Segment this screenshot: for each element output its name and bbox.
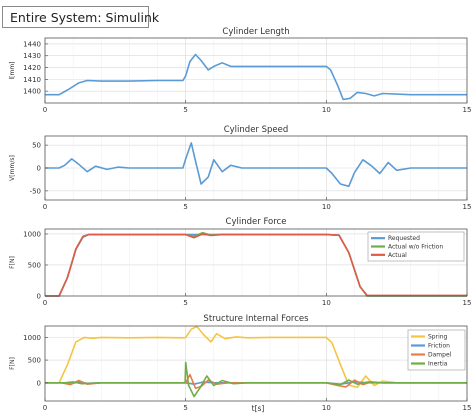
y-tick-label: 1000 xyxy=(23,334,41,342)
legend-label: Inertia xyxy=(428,361,448,368)
y-tick-label: 500 xyxy=(28,357,41,365)
chart-header: Entire System: Simulink xyxy=(2,6,159,28)
series-line-1 xyxy=(45,142,467,188)
y-tick-label: 0 xyxy=(37,293,41,301)
x-tick-label: 5 xyxy=(183,106,187,114)
series-line-1 xyxy=(45,53,467,101)
y-axis-label: F[N] xyxy=(9,256,16,269)
x-tick-label: 15 xyxy=(463,106,472,114)
x-tick-label: 0 xyxy=(43,404,47,412)
plot-area xyxy=(45,326,467,401)
legend-label: Actual xyxy=(388,252,407,259)
y-tick-label: 1420 xyxy=(23,64,41,72)
series-line-actual xyxy=(45,233,467,297)
x-tick-label: 15 xyxy=(463,299,472,307)
header-title: Entire System: Simulink xyxy=(10,10,160,25)
y-tick-label: 1440 xyxy=(23,40,41,48)
y-tick-label: 1430 xyxy=(23,52,41,60)
y-axis-label: F[N] xyxy=(9,357,16,370)
legend-label: Actual w/o Friction xyxy=(388,244,443,251)
y-tick-label: 1400 xyxy=(23,88,41,96)
y-axis-label: l[mm] xyxy=(9,61,16,79)
x-tick-label: 0 xyxy=(43,299,47,307)
x-tick-label: 15 xyxy=(463,404,472,412)
y-tick-label: 1410 xyxy=(23,76,41,84)
y-tick-label: 1000 xyxy=(23,230,41,238)
legend-label: Dampel xyxy=(428,352,452,359)
plot-area xyxy=(45,38,467,103)
legend-label: Spring xyxy=(428,334,448,341)
x-tick-label: 10 xyxy=(322,203,331,211)
x-tick-label: 10 xyxy=(322,106,331,114)
y-tick-label: 500 xyxy=(28,261,41,269)
y-tick-label: -50 xyxy=(30,187,41,195)
axes-frame xyxy=(44,37,468,104)
y-tick-label: 0 xyxy=(37,165,41,173)
x-tick-label: 5 xyxy=(183,404,187,412)
y-tick-label: 50 xyxy=(32,142,41,150)
chart-title: Cylinder Force xyxy=(226,217,287,227)
y-axis-label: V[mm/s] xyxy=(9,155,16,181)
legend-label: Requested xyxy=(388,235,420,242)
x-tick-label: 15 xyxy=(463,203,472,211)
chart-panel-4: Structure Internal Forces 0 500 1000 0 5 10 15 F… xyxy=(9,314,471,413)
x-tick-label: 0 xyxy=(43,203,47,211)
x-tick-label: 0 xyxy=(43,106,47,114)
series-line-inertia xyxy=(45,361,467,398)
legend: Spring Friction Dampel Inertia xyxy=(407,329,466,371)
chart-panel-3: Cylinder Force 0 500 1000 0 5 10 15 F[N] Requeste… xyxy=(9,217,471,307)
x-tick-label: 10 xyxy=(322,299,331,307)
chart-title: Cylinder Speed xyxy=(224,125,289,135)
x-tick-label: 5 xyxy=(183,203,187,211)
chart-panel-1: Cylinder Length 1400 1410 1420 1430 1440 0 5 10 1… xyxy=(9,27,471,114)
x-tick-label: 10 xyxy=(322,404,331,412)
chart-title: Cylinder Length xyxy=(222,27,289,37)
x-tick-label: 5 xyxy=(183,299,187,307)
y-tick-label: 0 xyxy=(37,379,41,387)
x-axis-label: t[s] xyxy=(252,404,265,413)
legend-label: Friction xyxy=(428,343,450,350)
chart-title: Structure Internal Forces xyxy=(203,314,309,324)
axes-frame xyxy=(44,325,468,402)
axes-frame xyxy=(44,228,468,297)
